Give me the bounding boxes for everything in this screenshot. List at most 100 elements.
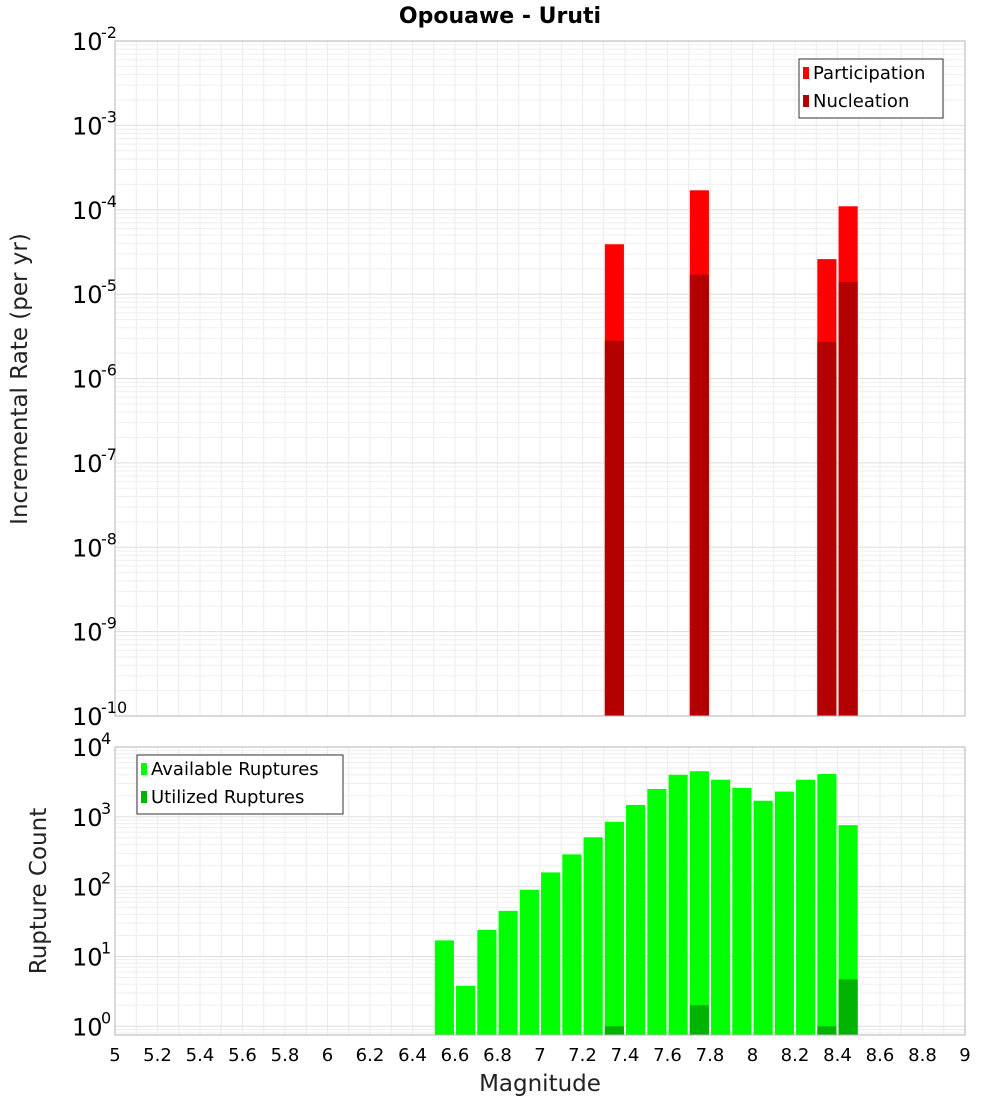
- x-tick-label: 8.2: [781, 1045, 810, 1066]
- y-tick-label: 10-8: [72, 529, 117, 562]
- bar: [817, 342, 837, 716]
- bar: [753, 800, 773, 1035]
- x-tick-label: 7.4: [611, 1045, 640, 1066]
- x-tick-label: 5.2: [143, 1045, 172, 1066]
- y-tick-exponent: -10: [101, 698, 127, 717]
- y-tick-exponent: 2: [101, 869, 111, 888]
- series-nucleation: [604, 274, 858, 716]
- y-tick-base: 10: [72, 28, 103, 56]
- legend-box: [136, 754, 344, 815]
- y-tick-label: 10-10: [72, 698, 127, 731]
- x-tick-label: 7.6: [653, 1045, 682, 1066]
- bar: [541, 872, 561, 1035]
- legend-swatch: [803, 95, 809, 107]
- x-tick-label: 9: [959, 1045, 970, 1066]
- bar: [689, 771, 709, 1035]
- y-tick-exponent: -2: [101, 23, 117, 42]
- y-tick-base: 10: [72, 874, 103, 902]
- y-tick-base: 10: [72, 703, 103, 731]
- bar: [817, 1026, 837, 1035]
- legend-label: Utilized Ruptures: [151, 787, 304, 808]
- y-tick-base: 10: [72, 1013, 103, 1041]
- legend: Participation Nucleation: [798, 58, 944, 119]
- count-y-axis-label: Rupture Count: [26, 808, 52, 974]
- chart-title: Opouawe - Uruti: [399, 4, 601, 29]
- series-available-ruptures: [434, 771, 858, 1035]
- legend-swatch: [141, 763, 147, 775]
- x-tick-label: 7: [534, 1045, 545, 1066]
- bar: [711, 779, 731, 1035]
- bar: [498, 910, 518, 1035]
- y-tick-exponent: -7: [101, 445, 117, 464]
- bar: [774, 791, 794, 1035]
- y-tick-label: 10-7: [72, 445, 117, 478]
- y-tick-exponent: -4: [101, 192, 117, 211]
- bar: [434, 940, 454, 1035]
- bar: [838, 979, 858, 1035]
- y-tick-label: 101: [72, 938, 111, 971]
- x-tick-label: 5.4: [186, 1045, 215, 1066]
- bar: [562, 854, 582, 1035]
- plot-frame: [114, 40, 966, 717]
- legend-swatch: [141, 791, 147, 803]
- x-tick-label: 5.6: [228, 1045, 257, 1066]
- x-tick-label: 6.2: [356, 1045, 385, 1066]
- y-tick-exponent: -8: [101, 529, 117, 548]
- y-tick-base: 10: [72, 734, 103, 762]
- y-tick-base: 10: [72, 534, 103, 562]
- y-tick-base: 10: [72, 943, 103, 971]
- bar: [838, 281, 858, 716]
- legend-label: Available Ruptures: [151, 759, 319, 780]
- series-utilized-ruptures: [604, 979, 858, 1035]
- bar: [668, 774, 688, 1035]
- x-tick-label: 7.8: [696, 1045, 725, 1066]
- legend-label: Nucleation: [813, 91, 909, 112]
- plot-frame: [114, 746, 966, 1036]
- bar: [604, 1026, 624, 1035]
- y-tick-label: 100: [72, 1008, 111, 1041]
- x-tick-label: 8.8: [908, 1045, 937, 1066]
- y-tick-exponent: -6: [101, 361, 117, 380]
- y-tick-exponent: 0: [101, 1008, 111, 1027]
- bar: [732, 787, 752, 1035]
- bar: [796, 779, 816, 1035]
- grid: [114, 40, 966, 717]
- bar: [456, 985, 476, 1035]
- y-tick-exponent: -5: [101, 276, 117, 295]
- y-tick-label: 10-3: [72, 107, 117, 140]
- rate-panel: 10-1010-910-810-710-610-510-410-310-2Par…: [72, 23, 966, 731]
- y-tick-base: 10: [72, 281, 103, 309]
- y-tick-base: 10: [72, 112, 103, 140]
- x-tick-label: 5: [109, 1045, 120, 1066]
- x-tick-label: 6.8: [483, 1045, 512, 1066]
- y-tick-base: 10: [72, 804, 103, 832]
- y-tick-label: 102: [72, 869, 111, 902]
- x-axis-ticks: 5 5.2 5.4 5.6 5.8 6 6.2 6.4 6.6 6.8 7 7.2 7.4 7.6 7.8 8…: [109, 1045, 970, 1066]
- y-tick-exponent: 1: [101, 938, 111, 957]
- y-tick-label: 10-4: [72, 192, 117, 225]
- legend-swatch: [803, 67, 809, 79]
- bar: [519, 889, 539, 1035]
- x-tick-label: 6.6: [441, 1045, 470, 1066]
- x-tick-label: 5.8: [271, 1045, 300, 1066]
- bar: [604, 340, 624, 716]
- rate-y-axis-label: Incremental Rate (per yr): [7, 233, 33, 525]
- bar: [604, 821, 624, 1035]
- x-axis-label: Magnitude: [479, 1071, 601, 1097]
- legend-box: [798, 58, 944, 119]
- y-tick-base: 10: [72, 366, 103, 394]
- y-tick-exponent: -3: [101, 107, 117, 126]
- y-tick-label: 10-9: [72, 614, 117, 647]
- bar: [689, 274, 709, 716]
- bar: [626, 804, 646, 1035]
- y-tick-label: 10-5: [72, 276, 117, 309]
- bar: [689, 1005, 709, 1035]
- y-tick-exponent: -9: [101, 614, 117, 633]
- y-tick-label: 103: [72, 799, 111, 832]
- x-tick-label: 8: [747, 1045, 758, 1066]
- bar: [477, 929, 497, 1035]
